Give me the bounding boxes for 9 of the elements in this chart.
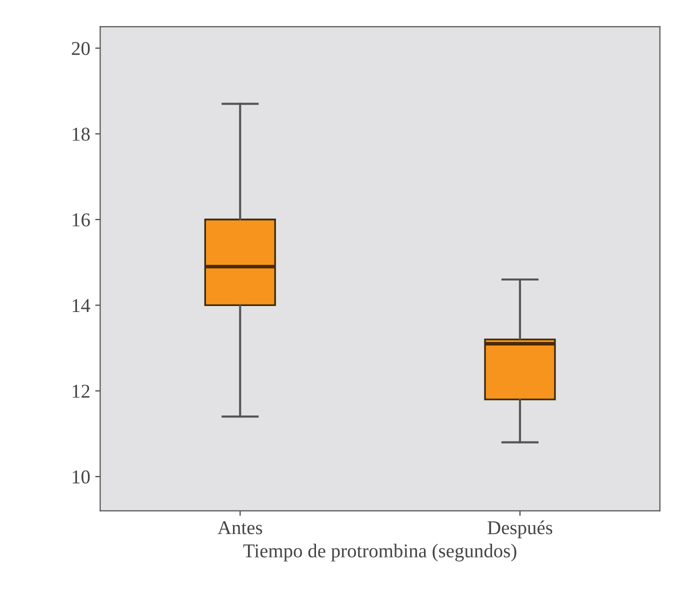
x-axis-title: Tiempo de protrombina (segundos): [243, 544, 516, 562]
y-tick-label: 12: [72, 384, 90, 398]
y-tick-label: 10: [72, 470, 90, 484]
y-tick-label: 18: [72, 128, 90, 141]
y-tick-label: 20: [72, 42, 90, 56]
y-tick-label: 16: [72, 213, 90, 226]
x-tick-label: Antes: [218, 521, 262, 534]
y-tick-label: 14: [72, 299, 90, 312]
x-tick-label: Después: [488, 520, 552, 538]
